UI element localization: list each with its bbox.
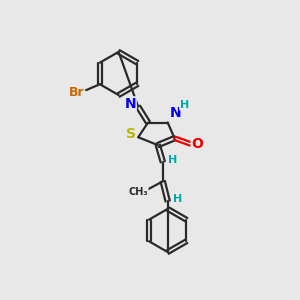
Text: N: N [124,97,136,111]
Text: H: H [180,100,189,110]
Text: S: S [126,127,136,141]
Text: H: H [168,155,177,165]
Text: N: N [170,106,181,120]
Text: O: O [191,137,203,151]
Text: Br: Br [68,85,84,99]
Text: H: H [173,194,182,204]
Text: CH₃: CH₃ [128,187,148,197]
